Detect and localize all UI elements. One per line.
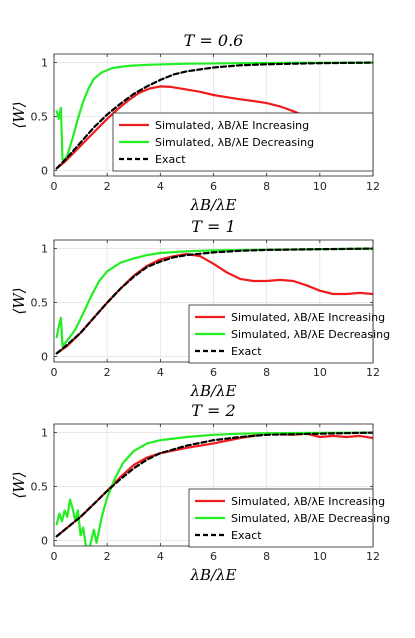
x-tick-label: 2 <box>104 550 111 563</box>
x-axis-label: λB/λE <box>189 566 236 584</box>
y-axis-label: ⟨W⟩ <box>10 101 28 128</box>
series-line-3 <box>55 61 373 170</box>
x-tick-label: 12 <box>366 366 380 379</box>
x-tick-label: 12 <box>366 180 380 193</box>
series-line-3 <box>55 247 373 355</box>
y-tick-label: 1 <box>41 243 48 256</box>
panel-title: T = 1 <box>191 217 235 236</box>
x-tick-label: 12 <box>366 550 380 563</box>
x-tick-label: 8 <box>263 366 270 379</box>
y-tick-label: 0.5 <box>31 297 49 310</box>
legend: Simulated, λB/λE Increasing Simulated, λB… <box>188 488 390 548</box>
panel-title: T = 0.6 <box>184 31 244 50</box>
x-tick-label: 4 <box>157 366 164 379</box>
x-tick-label: 6 <box>210 550 217 563</box>
x-axis-label: λB/λE <box>189 196 236 214</box>
legend-label-3: Exact <box>231 529 262 542</box>
y-tick-label: 1 <box>41 57 48 70</box>
y-tick-label: 0.5 <box>31 481 49 494</box>
x-tick-label: 6 <box>210 366 217 379</box>
x-tick-label: 4 <box>157 550 164 563</box>
x-tick-label: 0 <box>51 180 58 193</box>
series-group <box>55 247 373 355</box>
x-tick-label: 8 <box>263 180 270 193</box>
x-tick-label: 2 <box>104 366 111 379</box>
x-tick-label: 4 <box>157 180 164 193</box>
series-group <box>55 431 373 546</box>
x-tick-label: 10 <box>313 366 327 379</box>
x-tick-label: 0 <box>51 550 58 563</box>
series-line-2 <box>55 247 373 347</box>
chart-panel-1: 0 2 4 6 8 10 12 0 0.5 1 T = 0.6 λB/λE ⟨W⟩ Simulated, … <box>10 31 380 214</box>
legend-label-3: Exact <box>231 345 262 358</box>
x-tick-label: 6 <box>210 180 217 193</box>
series-line-2 <box>55 431 373 546</box>
legend-label-2: Simulated, λB/λE Decreasing <box>231 328 390 341</box>
legend-label-1: Simulated, λB/λE Increasing <box>231 311 385 324</box>
y-axis-label: ⟨W⟩ <box>10 471 28 498</box>
series-line-2 <box>55 61 373 161</box>
y-tick-label: 0.5 <box>31 111 49 124</box>
legend-label-2: Simulated, λB/λE Decreasing <box>155 136 314 149</box>
x-axis-label: λB/λE <box>189 382 236 400</box>
x-tick-label: 10 <box>313 180 327 193</box>
chart-panel-2: 0 2 4 6 8 10 12 0 0.5 1 T = 1 λB/λE ⟨W⟩ Simulated, λB… <box>10 217 390 400</box>
y-axis-label: ⟨W⟩ <box>10 287 28 314</box>
legend-label-1: Simulated, λB/λE Increasing <box>231 495 385 508</box>
legend-box <box>112 112 374 172</box>
y-tick-label: 0 <box>41 351 48 364</box>
legend-label-2: Simulated, λB/λE Decreasing <box>231 512 390 525</box>
y-tick-label: 1 <box>41 427 48 440</box>
legend-label-3: Exact <box>155 153 186 166</box>
x-tick-label: 2 <box>104 180 111 193</box>
chart-panel-3: 0 2 4 6 8 10 12 0 0.5 1 T = 2 λB/λE ⟨W⟩ Simulated, λB… <box>10 401 390 584</box>
panel-title: T = 2 <box>191 401 235 420</box>
x-tick-label: 0 <box>51 366 58 379</box>
legend-label-1: Simulated, λB/λE Increasing <box>155 119 309 132</box>
legend: Simulated, λB/λE Increasing Simulated, λB… <box>188 304 390 364</box>
x-tick-label: 10 <box>313 550 327 563</box>
series-line-3 <box>55 431 373 538</box>
y-tick-label: 0 <box>41 535 48 548</box>
y-tick-label: 0 <box>41 165 48 178</box>
x-tick-label: 8 <box>263 550 270 563</box>
legend: Simulated, λB/λE Increasing Simulated, λB… <box>112 112 374 172</box>
